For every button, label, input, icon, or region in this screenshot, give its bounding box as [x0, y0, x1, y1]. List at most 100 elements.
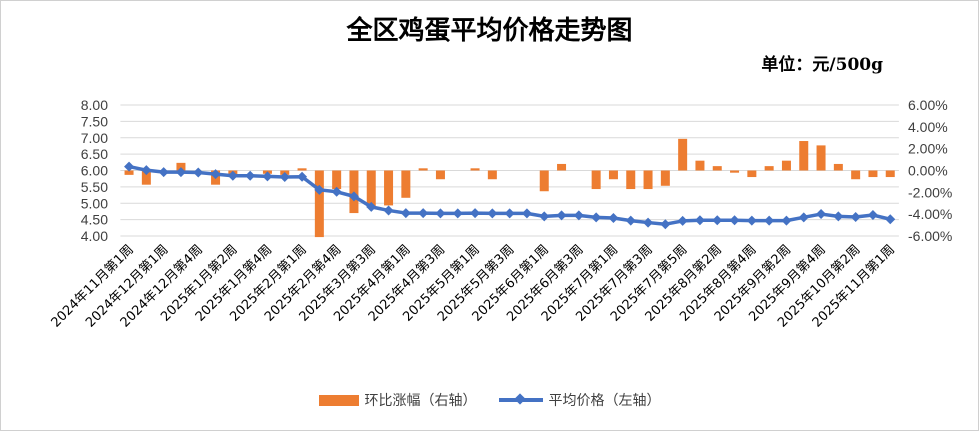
price-point — [348, 191, 359, 202]
change-bar — [539, 170, 549, 192]
price-point — [470, 208, 481, 219]
left-axis-tick-label: 5.00 — [81, 195, 108, 211]
change-bar — [730, 170, 740, 173]
left-axis-tick-label: 7.00 — [81, 130, 108, 146]
price-point — [694, 215, 705, 226]
price-point — [746, 215, 757, 226]
right-axis-tick-label: -6.00% — [908, 228, 952, 244]
chart-title: 全区鸡蛋平均价格走势图 — [346, 16, 633, 46]
change-bar — [678, 138, 688, 171]
right-axis-tick-label: -2.00% — [908, 184, 952, 200]
change-bar — [141, 170, 151, 185]
left-axis-tick-label: 5.50 — [81, 179, 108, 195]
price-point — [867, 210, 878, 221]
change-bar — [418, 168, 428, 171]
change-bar — [176, 162, 186, 171]
change-bar — [747, 170, 757, 178]
price-point — [833, 211, 844, 222]
change-bar — [695, 160, 705, 171]
legend-line-swatch — [498, 398, 543, 402]
price-point — [124, 161, 135, 172]
price-point — [816, 209, 827, 220]
right-axis-tick-label: 2.00% — [908, 141, 948, 157]
change-bar — [764, 166, 774, 171]
price-point — [245, 170, 256, 181]
price-point — [573, 210, 584, 221]
price-point — [210, 169, 221, 180]
price-point — [660, 219, 671, 230]
right-axis-tick-label: 6.00% — [908, 97, 948, 113]
left-axis-tick-label: 4.50 — [81, 212, 108, 228]
change-bar — [799, 141, 809, 171]
price-point — [625, 215, 636, 226]
price-point — [504, 208, 515, 219]
price-point — [366, 201, 377, 212]
change-bar — [591, 170, 601, 190]
legend-item-line: 平均价格（左轴） — [498, 390, 661, 410]
change-bar — [851, 170, 861, 180]
change-bar — [626, 170, 636, 190]
price-point — [435, 208, 446, 219]
change-bar — [366, 170, 376, 208]
price-point — [556, 210, 567, 221]
price-point — [591, 212, 602, 223]
left-axis-tick-label: 6.50 — [81, 146, 108, 162]
price-point — [262, 171, 273, 182]
change-bar — [384, 170, 394, 206]
price-point — [279, 172, 290, 183]
price-point — [608, 212, 619, 223]
price-point — [677, 215, 688, 226]
unit-label: 单位：元/500g — [761, 55, 883, 75]
price-point — [487, 208, 498, 219]
price-point — [643, 217, 654, 228]
price-point — [331, 186, 342, 197]
change-bar — [833, 163, 843, 171]
price-point — [193, 167, 204, 178]
change-bar — [487, 170, 497, 180]
change-bar — [332, 170, 342, 190]
price-point — [227, 170, 238, 181]
change-bar — [297, 168, 307, 171]
right-axis-tick-label: 4.00% — [908, 119, 948, 135]
price-point — [400, 208, 411, 219]
price-point — [418, 208, 429, 219]
legend-bar-label: 环比涨幅（右轴） — [364, 393, 477, 409]
legend-item-bar: 环比涨幅（右轴） — [318, 390, 477, 410]
change-bar — [643, 170, 653, 190]
change-bar — [712, 166, 722, 171]
change-bar — [470, 168, 480, 171]
price-point — [764, 215, 775, 226]
price-point — [158, 167, 169, 178]
change-bar — [885, 170, 895, 178]
price-point — [729, 215, 740, 226]
change-bar — [401, 170, 411, 198]
left-axis-tick-label: 4.00 — [81, 228, 108, 244]
change-bar — [781, 160, 791, 171]
change-bar — [608, 170, 618, 180]
left-axis-tick-label: 8.00 — [81, 97, 108, 113]
price-point — [798, 212, 809, 223]
right-axis-tick-label: -4.00% — [908, 206, 952, 222]
price-point — [885, 214, 896, 225]
change-bar — [660, 170, 670, 186]
legend-line-label: 平均价格（左轴） — [548, 393, 661, 409]
right-axis-tick-label: 0.00% — [908, 163, 948, 179]
price-point — [781, 215, 792, 226]
price-point — [141, 165, 152, 176]
change-bar — [816, 145, 826, 171]
price-point — [314, 184, 325, 195]
legend: 环比涨幅（右轴） 平均价格（左轴） — [0, 390, 979, 410]
change-bar — [124, 170, 134, 175]
price-point — [452, 208, 463, 219]
price-point — [850, 212, 861, 223]
change-bar — [314, 170, 324, 238]
left-axis-tick-label: 6.00 — [81, 163, 108, 179]
change-bar — [435, 170, 445, 180]
price-point — [297, 171, 308, 182]
change-bar — [557, 163, 567, 171]
price-point — [712, 215, 723, 226]
price-point — [521, 208, 532, 219]
left-axis-tick-label: 7.50 — [81, 113, 108, 129]
change-bar — [868, 170, 878, 178]
